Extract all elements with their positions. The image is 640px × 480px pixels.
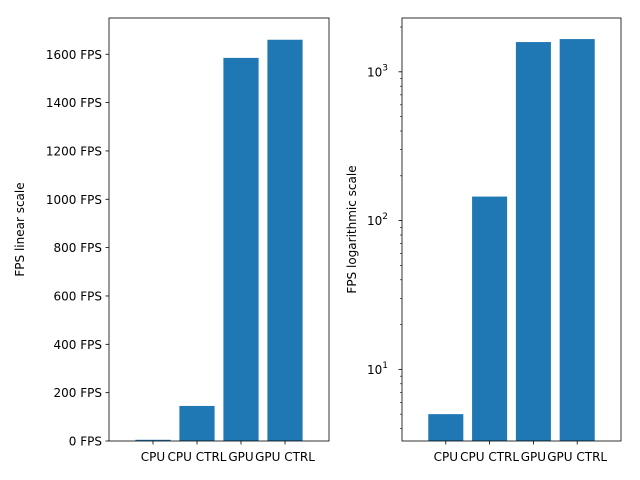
x-tick-label: CPU (434, 450, 458, 464)
x-tick-label: GPU (521, 450, 546, 464)
x-tick-label: GPU (228, 450, 253, 464)
y-tick-label: 600 FPS (54, 289, 102, 303)
bar-gpu (223, 57, 259, 441)
x-tick-label: GPU CTRL (255, 450, 315, 464)
bar-cpu (428, 414, 464, 441)
bar-cpu-ctrl (472, 196, 508, 441)
y-tick-label: 400 FPS (54, 338, 102, 352)
axes-frame (401, 17, 622, 442)
bar-gpu-ctrl (559, 39, 595, 441)
y-tick-label: 1400 FPS (46, 96, 102, 110)
axes-frame (108, 17, 330, 442)
y-tick-label: 103 (367, 63, 388, 79)
bar-cpu-ctrl (179, 405, 215, 441)
bar-gpu (515, 42, 551, 442)
y-tick-label: 1000 FPS (46, 193, 102, 207)
y-tick-label: 0 FPS (69, 435, 102, 449)
x-tick-label: GPU CTRL (547, 450, 607, 464)
y-tick-label: 1200 FPS (46, 144, 102, 158)
bar-cpu (135, 439, 171, 441)
y-tick-label: 200 FPS (54, 386, 102, 400)
y-axis-label: FPS logarithmic scale (345, 165, 359, 293)
y-tick-label: 800 FPS (54, 241, 102, 255)
x-tick-label: CPU (141, 450, 165, 464)
y-tick-label: 102 (367, 212, 388, 228)
y-axis-label: FPS linear scale (13, 182, 27, 276)
y-tick-label: 1600 FPS (46, 48, 102, 62)
chart-panel-2: CPU CPU CTRL GPU GPU CTRL 101 102 103 FPS logar… (345, 17, 622, 464)
y-tick-label: 101 (367, 361, 388, 377)
x-tick-label: CPU CTRL (168, 450, 227, 464)
x-tick-label: CPU CTRL (460, 450, 519, 464)
bar-gpu-ctrl (267, 39, 303, 441)
chart-panel-1: CPU CPU CTRL GPU GPU CTRL 0 FPS 200 FPS 400 FP… (13, 17, 330, 464)
